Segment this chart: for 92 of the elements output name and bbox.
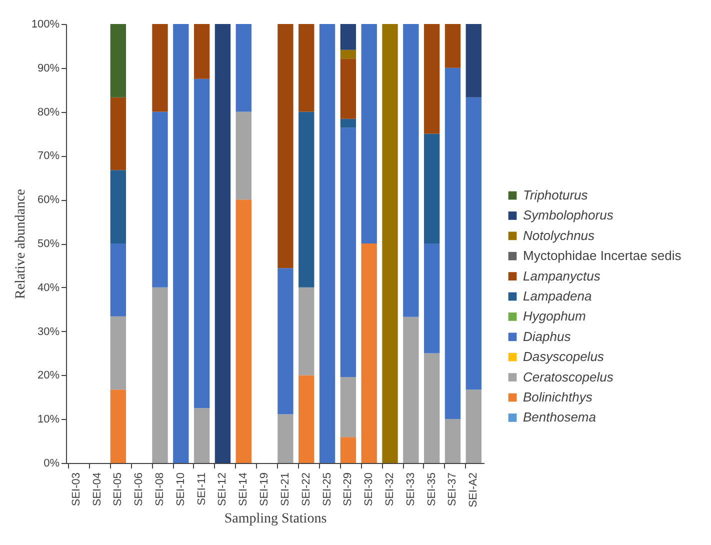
x-tick-label: SEI-33: [404, 472, 417, 506]
x-tick-label: SEI-12: [216, 472, 229, 506]
bar: [424, 24, 440, 134]
y-tick-label: 60%: [37, 194, 60, 206]
bar: [173, 24, 189, 463]
x-axis-title: Sampling Stations: [224, 511, 327, 526]
y-tick-label: 90%: [37, 62, 60, 74]
bar: [298, 287, 314, 376]
bar: [194, 78, 210, 408]
bar: [110, 316, 126, 390]
bar: [340, 128, 356, 377]
bar: [110, 390, 126, 463]
legend-label: Bolinichthys: [523, 390, 593, 404]
bar: [236, 200, 252, 463]
y-tick-label: 70%: [37, 150, 60, 162]
bar: [424, 134, 440, 244]
x-tick-label: SEI-04: [91, 472, 104, 506]
legend-label: Myctophidae Incertae sedis: [523, 248, 682, 264]
bar: [194, 24, 210, 79]
x-tick-label: SEI-35: [426, 472, 438, 506]
x-tick-label: SEI-29: [342, 472, 354, 506]
bar: [298, 24, 314, 112]
bar: [110, 244, 126, 316]
legend-label: Hygophum: [523, 308, 586, 324]
y-tick-label: 80%: [37, 106, 60, 118]
bar: [110, 24, 126, 98]
legend-label: Diaphus: [523, 328, 572, 344]
y-tick-label: 100%: [31, 18, 60, 30]
bar: [361, 24, 377, 244]
bar: [424, 353, 440, 463]
bar: [340, 118, 356, 128]
x-tick-label: SEI-03: [70, 472, 82, 506]
bar: [298, 112, 314, 288]
bar: [361, 244, 377, 463]
bar: [340, 437, 356, 463]
bar: [298, 375, 314, 463]
legend-label: Benthosema: [523, 410, 596, 425]
bar: [236, 112, 252, 200]
legend-label: Symbolophorus: [523, 208, 614, 223]
bar: [444, 68, 461, 420]
bar: [424, 244, 440, 354]
x-tick-label: SEI-32: [384, 472, 396, 506]
legend-label: Dasyscopelus: [523, 349, 604, 364]
y-axis-title: Relative abundance: [13, 188, 28, 300]
bar: [466, 24, 482, 98]
bar: [340, 24, 356, 50]
bar: [236, 24, 252, 112]
x-tick-label: SEI-10: [174, 472, 187, 506]
bar: [278, 268, 294, 414]
bar: [382, 24, 398, 463]
bar: [110, 170, 126, 244]
y-tick-label: 40%: [37, 282, 60, 294]
bar: [466, 390, 482, 463]
legend-label: Triphoturus: [523, 188, 588, 202]
y-tick-label: 10%: [37, 414, 60, 426]
x-tick-label: SEI-30: [363, 472, 376, 506]
legend-label: Ceratoscopelus: [523, 369, 614, 384]
bar: [444, 419, 461, 463]
y-tick-label: 50%: [37, 238, 60, 250]
bar: [194, 408, 210, 463]
legend-label: Lampanyctus: [523, 268, 601, 284]
y-tick-label: 30%: [37, 326, 60, 338]
bar: [340, 376, 356, 438]
x-tick-label: SEI-25: [321, 472, 334, 506]
x-tick-label: SEI-05: [112, 472, 124, 506]
bar: [152, 24, 168, 112]
x-tick-label: SEI-14: [238, 472, 250, 506]
y-tick-label: 0%: [44, 458, 60, 470]
x-tick-label: SEI-11: [196, 472, 208, 506]
bar: [152, 287, 168, 463]
bar: [278, 414, 294, 463]
x-tick-label: SEI-22: [300, 472, 312, 506]
x-tick-label: SEI-08: [154, 472, 166, 506]
x-tick-label: SEI-37: [446, 472, 459, 506]
x-tick-label: SEI-06: [133, 472, 146, 506]
bar: [110, 97, 126, 170]
bar: [340, 58, 356, 119]
bar: [466, 97, 482, 390]
x-tick-label: SEI-21: [279, 472, 292, 506]
x-tick-label: SEI-A2: [468, 472, 480, 508]
legend-label: Notolychnus: [523, 228, 596, 243]
bar: [340, 50, 356, 59]
bar: [152, 112, 168, 288]
bar: [403, 316, 419, 463]
y-tick-label: 20%: [37, 370, 60, 382]
x-tick-label: SEI-19: [258, 472, 271, 506]
bar: [444, 24, 461, 68]
bar: [319, 24, 336, 463]
bar: [214, 24, 231, 463]
bar: [278, 24, 294, 268]
bar: [403, 24, 419, 317]
legend-label: Lampadena: [523, 288, 592, 304]
